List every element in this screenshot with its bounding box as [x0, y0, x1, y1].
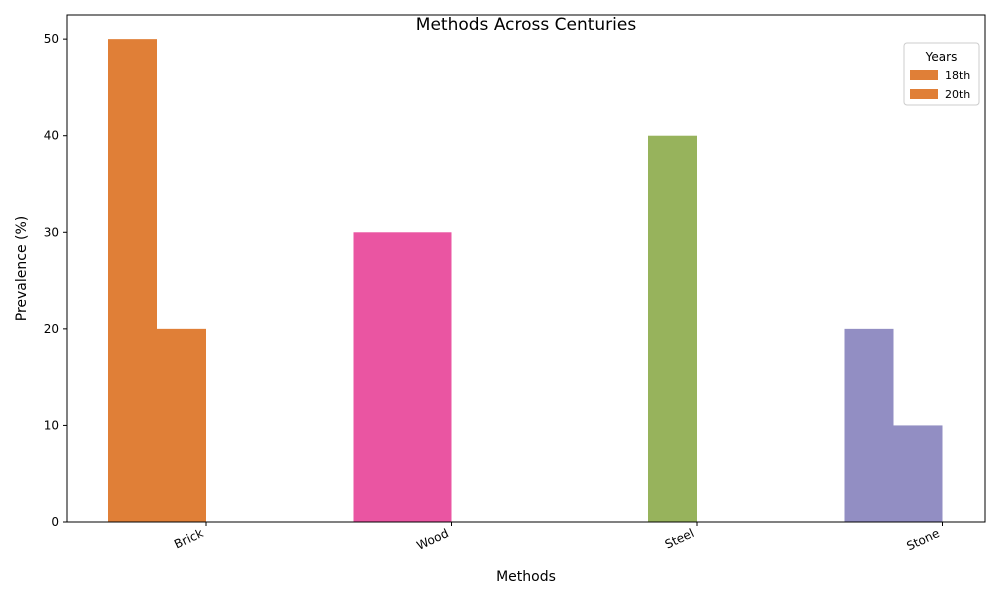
bar-stone-20th [893, 425, 943, 522]
bars-group [108, 39, 943, 523]
x-axis-label: Methods [496, 569, 556, 585]
bar-steel-20th [648, 135, 697, 522]
y-axis-label: Prevalence (%) [14, 216, 30, 322]
bar-wood-20th [402, 232, 452, 523]
bar-brick-18th [108, 39, 157, 523]
legend-title: Years [925, 50, 958, 64]
bar-stone-18th [844, 328, 894, 522]
legend-swatch-18th [910, 70, 938, 80]
y-tick-label: 20 [44, 322, 59, 336]
y-tick-label: 0 [51, 515, 59, 529]
bar-wood-18th [353, 232, 403, 523]
y-tick-label: 40 [44, 129, 59, 143]
y-tick-label: 50 [44, 32, 59, 46]
legend-label-20th: 20th [945, 88, 970, 101]
legend-swatch-20th [910, 89, 938, 99]
x-tick-label-wood: Wood [415, 526, 451, 553]
plot-frame [66, 14, 986, 523]
x-tick-label-brick: Brick [172, 526, 205, 551]
y-tick-label: 30 [44, 225, 59, 239]
x-tick-label-steel: Steel [663, 526, 696, 552]
y-tick-label: 10 [44, 418, 59, 432]
chart-title: Methods Across Centuries [416, 15, 637, 35]
bar-brick-20th [157, 328, 206, 522]
x-axis: Brick Wood Steel Stone [172, 522, 943, 553]
x-tick-label-stone: Stone [904, 526, 941, 553]
y-axis: 0 10 20 30 40 50 [44, 32, 67, 529]
legend: Years 18th 20th [903, 42, 980, 106]
legend-label-18th: 18th [945, 69, 970, 82]
